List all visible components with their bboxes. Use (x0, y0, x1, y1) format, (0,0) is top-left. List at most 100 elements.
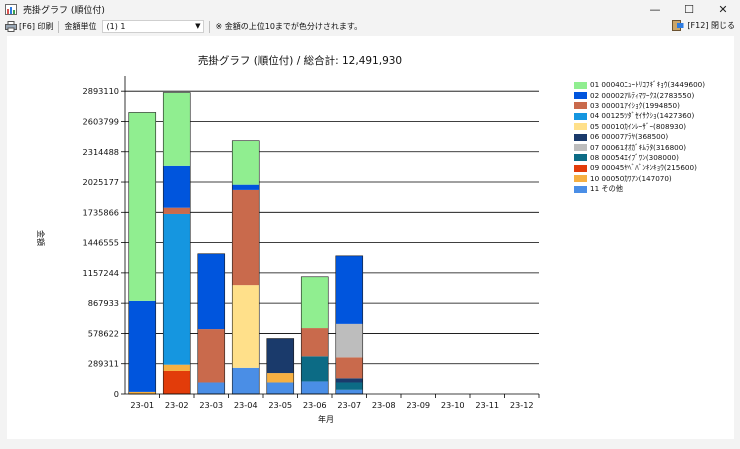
x-tick-label: 23-12 (510, 400, 534, 410)
bar-segment (163, 364, 191, 371)
stacked-bar-chart: 売掛グラフ (順位付) / 総合計: 12,491,930 金額 年月 0 289… (36, 54, 540, 424)
bar-segment (301, 356, 329, 382)
minimize-icon: — (649, 2, 661, 16)
legend-item: 08 00054ｴｲﾌﾞﾜﾝ(308000) (574, 153, 734, 163)
y-tick-label: 0 (114, 389, 119, 399)
bar-segment (128, 391, 156, 394)
chart-panel: 売掛グラフ (順位付) / 総合計: 12,491,930 金額 年月 0 289… (7, 36, 734, 439)
legend-swatch (574, 154, 587, 162)
bar-segment (163, 207, 191, 214)
legend-swatch (574, 133, 587, 141)
x-tick-label: 23-03 (199, 400, 223, 410)
legend-label: 02 00002ｱﾙﾃｨﾏﾜｰｸｽ(2783550) (590, 90, 695, 100)
print-label: [F6] 印刷 (19, 22, 54, 31)
bar-segment (301, 276, 329, 329)
bar-segment (335, 382, 363, 390)
y-tick-label: 578622 (88, 328, 119, 338)
close-icon: ✕ (718, 2, 728, 16)
legend-swatch (574, 102, 587, 110)
y-tick-label: 2893110 (83, 86, 119, 96)
bar-segment (335, 255, 363, 324)
legend-item: 05 00010ｶｲﾝﾚｰｻﾞｰ(808930) (574, 122, 734, 132)
toolbar-separator (58, 20, 60, 33)
close-window-button[interactable]: ✕ (706, 0, 740, 18)
bar-segment (232, 184, 260, 190)
legend-swatch (574, 164, 587, 172)
legend-swatch (574, 175, 587, 183)
legend-swatch (574, 112, 587, 120)
chart-title: 売掛グラフ (順位付) / 総合計: 12,491,930 (198, 54, 402, 67)
bar-segment (232, 285, 260, 368)
legend-item: 09 00045ﾔﾍﾞﾊﾞﾝｷﾝｷｮｳ(215600) (574, 163, 734, 173)
legend-label: 03 00001ｱｲｼｮｸ(1994850) (590, 100, 680, 110)
close-button[interactable]: [F12] 閉じる (672, 20, 735, 31)
unit-label: 金額単位 (64, 22, 97, 31)
unit-select-value: (1) 1 (106, 22, 126, 31)
legend-label: 11 その他 (590, 184, 623, 194)
chart-legend: 01 00040ﾆｭｰﾄﾘｺﾌｷﾞｷｮｳ(3449600) 02 00002ｱﾙﾃ… (574, 80, 734, 194)
y-tick-label: 1735866 (83, 207, 119, 217)
bar-segment (266, 338, 294, 374)
legend-label: 01 00040ﾆｭｰﾄﾘｺﾌｷﾞｷｮｳ(3449600) (590, 80, 706, 90)
color-note: ※ 金額の上位10までが色分けされます。 (215, 22, 363, 31)
bar-segment (335, 378, 363, 383)
maximize-button[interactable]: ☐ (672, 0, 706, 18)
legend-label: 06 00007ｱﾗﾔ(368500) (590, 132, 669, 142)
bar-segment (128, 300, 156, 392)
legend-item: 04 00125ﾂﾀﾞｾｲｻｸｼｮ(1427360) (574, 111, 734, 121)
bar-segment (335, 357, 363, 379)
bar-segment (335, 389, 363, 394)
close-label: [F12] 閉じる (687, 21, 735, 30)
bar-segment (197, 329, 225, 383)
bar-segment (266, 373, 294, 383)
window-title: 売掛グラフ (順位付) (23, 5, 105, 16)
print-button[interactable]: [F6] 印刷 (5, 21, 53, 32)
chevron-down-icon: ▼ (195, 22, 201, 30)
legend-label: 07 00061ｵｵｶﾞｷﾑﾗﾀ(316800) (590, 142, 687, 152)
bar-segment (232, 140, 260, 185)
legend-swatch (574, 92, 587, 100)
x-tick-label: 23-08 (372, 400, 396, 410)
bar-segment (335, 323, 363, 358)
bar-segment (232, 189, 260, 286)
bar-segment (301, 381, 329, 394)
y-tick-label: 2603799 (83, 116, 119, 126)
y-tick-label: 289311 (88, 359, 119, 369)
legend-label: 10 00050ｶﾜｱﾝ(147070) (590, 173, 672, 183)
toolbar-separator (209, 20, 211, 33)
bar-segment (197, 253, 225, 330)
legend-item: 02 00002ｱﾙﾃｨﾏﾜｰｸｽ(2783550) (574, 90, 734, 100)
bar-segment (232, 367, 260, 394)
unit-select[interactable]: (1) 1 ▼ (102, 20, 205, 33)
bar-segment (163, 92, 191, 166)
x-axis-label: 年月 (318, 414, 334, 424)
x-tick-label: 23-02 (165, 400, 189, 410)
legend-item: 11 その他 (574, 184, 734, 194)
legend-item: 07 00061ｵｵｶﾞｷﾑﾗﾀ(316800) (574, 142, 734, 152)
printer-icon (5, 21, 17, 32)
legend-label: 04 00125ﾂﾀﾞｾｲｻｸｼｮ(1427360) (590, 111, 695, 121)
bar-segment (128, 112, 156, 301)
y-tick-label: 1157244 (83, 268, 119, 278)
bar-segment (163, 370, 191, 394)
legend-label: 08 00054ｴｲﾌﾞﾜﾝ(308000) (590, 152, 679, 162)
app-chart-icon (5, 3, 17, 15)
legend-label: 05 00010ｶｲﾝﾚｰｻﾞｰ(808930) (590, 121, 687, 131)
title-bar: 売掛グラフ (順位付) — ☐ ✕ (0, 0, 740, 18)
y-tick-label: 2025177 (83, 177, 119, 187)
legend-swatch (574, 81, 587, 89)
x-tick-label: 23-07 (337, 400, 361, 410)
y-tick-label: 2314488 (83, 147, 119, 157)
x-tick-label: 23-05 (268, 400, 292, 410)
bar-segment (301, 328, 329, 357)
legend-item: 03 00001ｱｲｼｮｸ(1994850) (574, 101, 734, 111)
legend-item: 01 00040ﾆｭｰﾄﾘｺﾌｷﾞｷｮｳ(3449600) (574, 80, 734, 90)
minimize-button[interactable]: — (638, 0, 672, 18)
legend-swatch (574, 185, 587, 193)
legend-item: 10 00050ｶﾜｱﾝ(147070) (574, 174, 734, 184)
legend-swatch (574, 123, 587, 131)
legend-item: 06 00007ｱﾗﾔ(368500) (574, 132, 734, 142)
exit-icon (672, 20, 684, 31)
y-axis-label: 金額 (36, 230, 46, 246)
x-tick-label: 23-04 (234, 400, 258, 410)
